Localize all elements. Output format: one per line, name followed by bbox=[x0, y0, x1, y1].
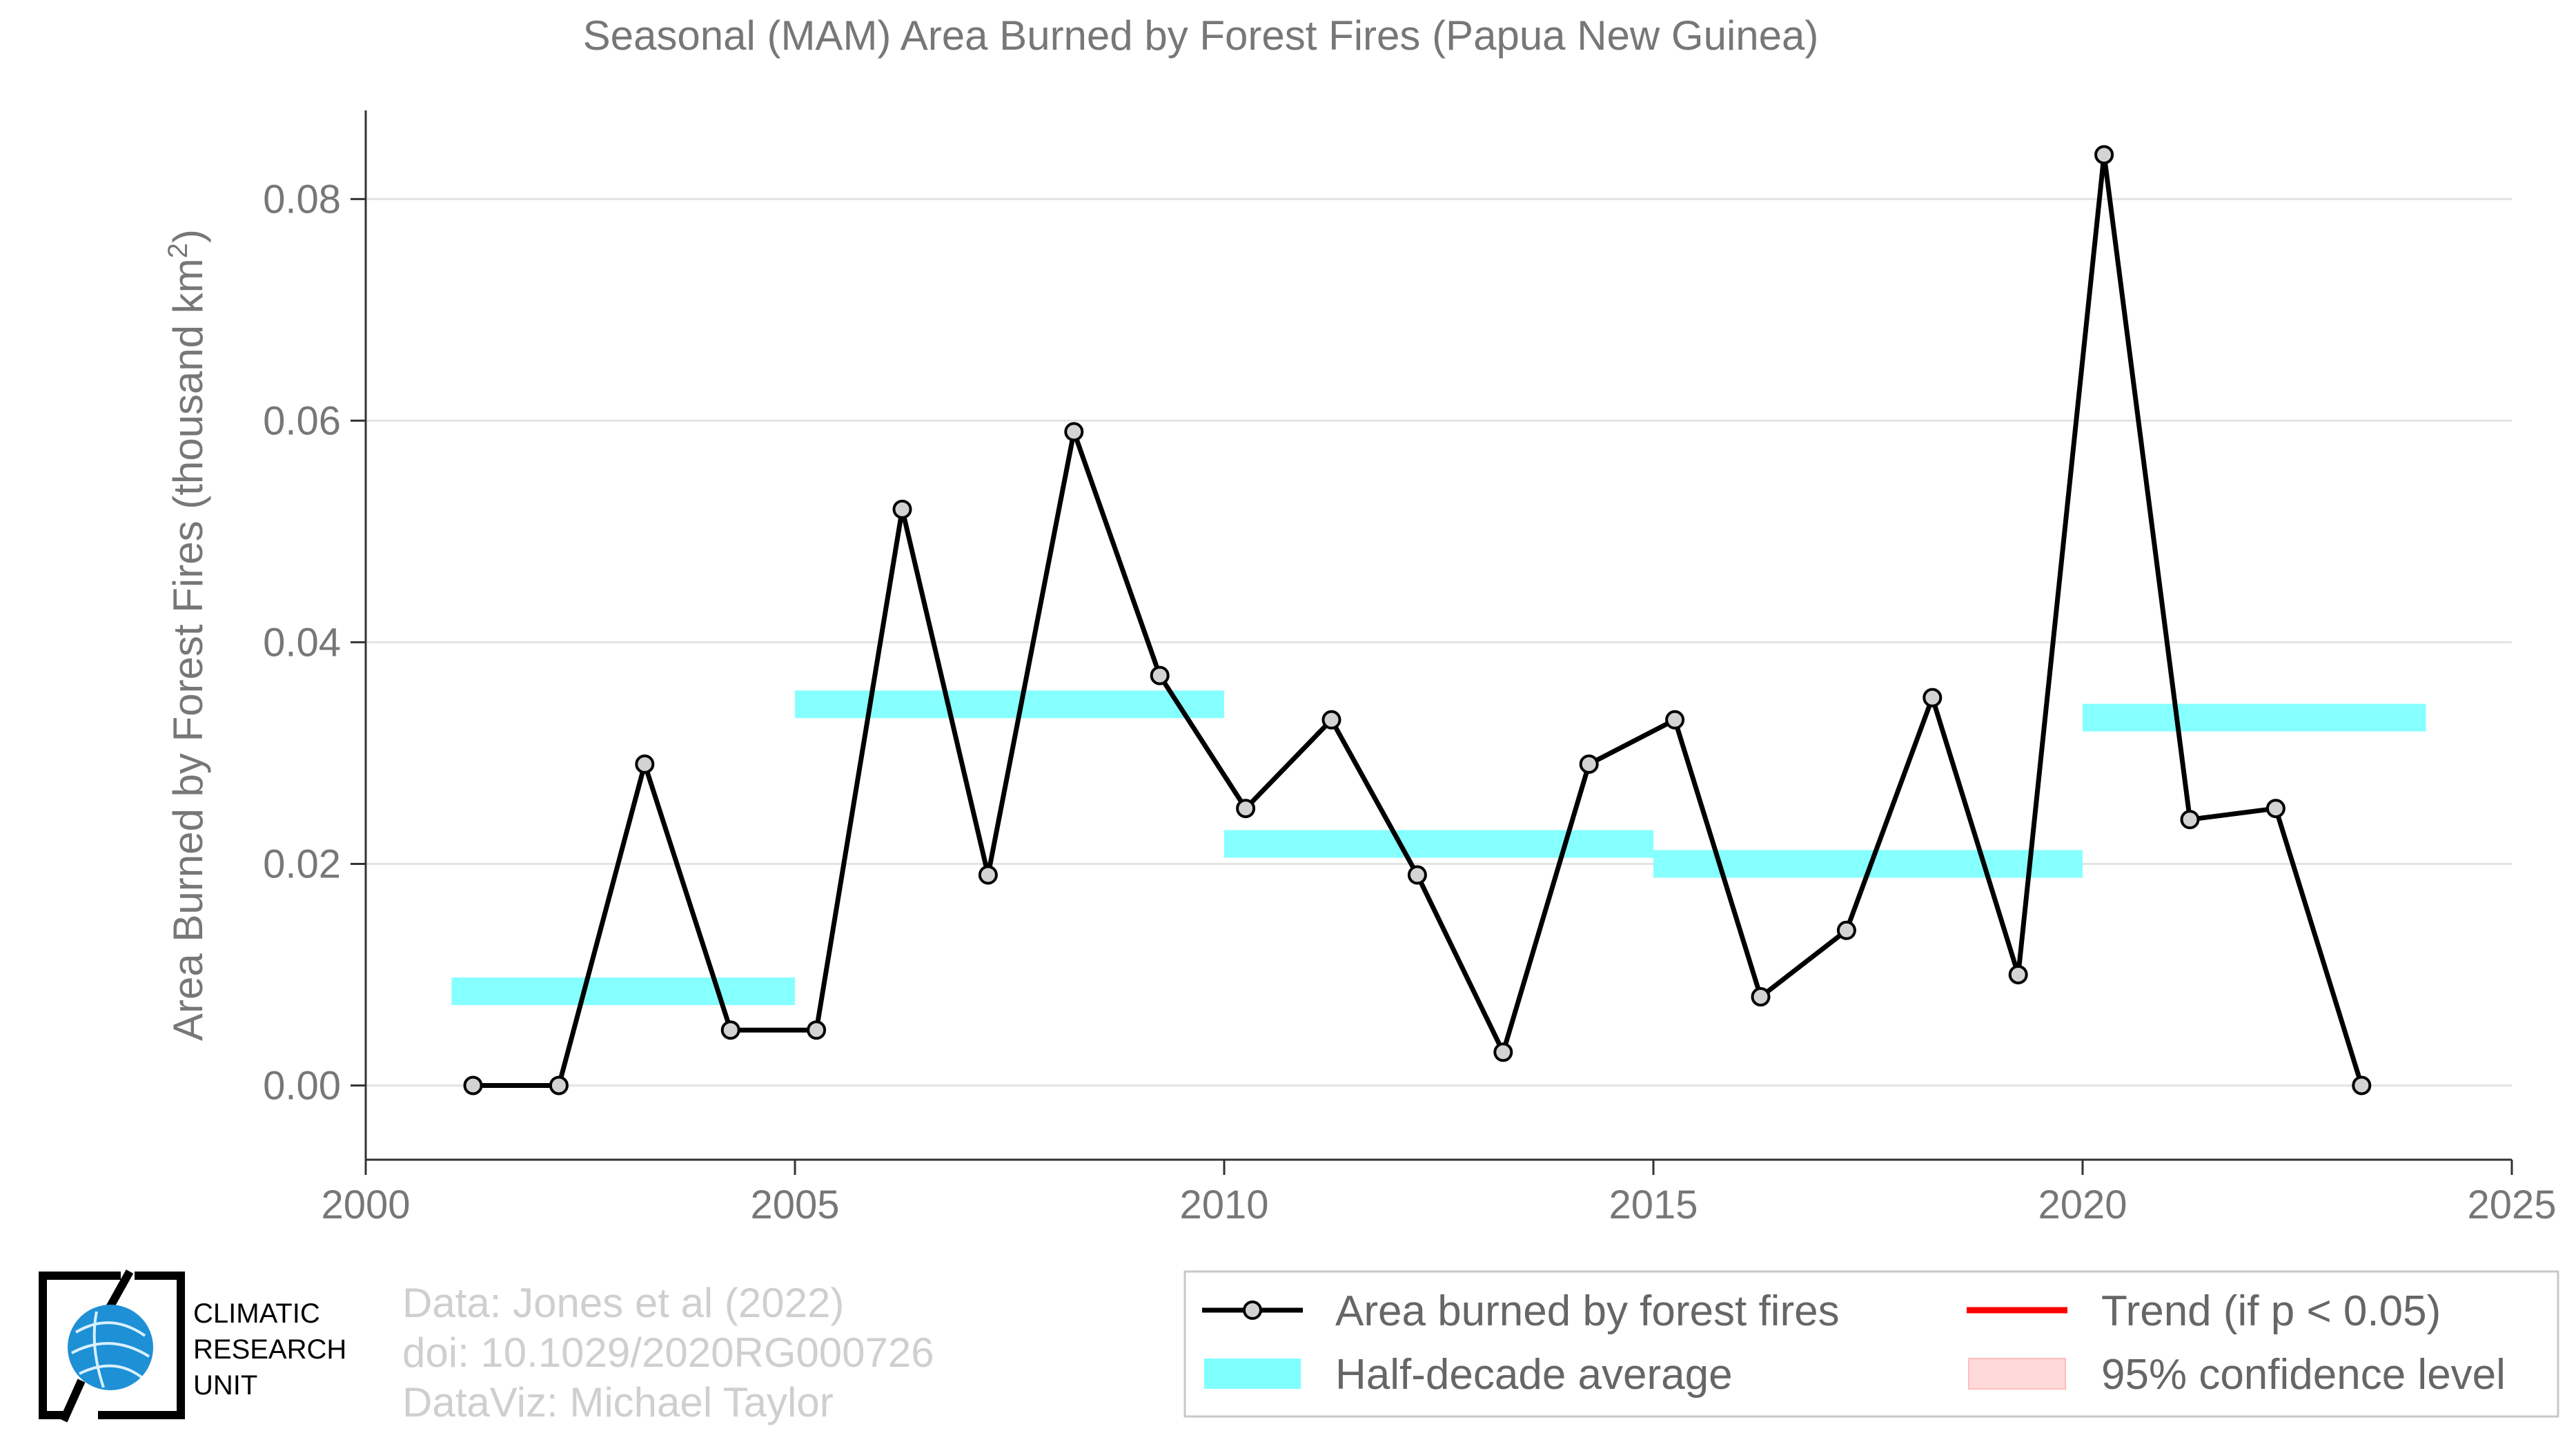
chart-title: Seasonal (MAM) Area Burned by Forest Fir… bbox=[583, 12, 1819, 59]
data-point bbox=[1493, 1042, 1513, 1062]
x-tick-label: 2020 bbox=[2038, 1182, 2127, 1227]
logo-text-climatic: CLIMATIC bbox=[193, 1298, 320, 1329]
half-decade-average-bar bbox=[451, 977, 795, 1006]
y-tick-label: 0.06 bbox=[263, 398, 341, 443]
data-point bbox=[2352, 1075, 2372, 1095]
cru-logo: CLIMATIC RESEARCH UNIT bbox=[39, 1269, 346, 1423]
series-area-burned bbox=[463, 145, 2372, 1095]
data-point bbox=[1321, 710, 1341, 730]
legend-half-decade-swatch bbox=[1204, 1359, 1301, 1389]
axes: 0.00 0.02 0.04 0.06 0.08 2000 2005 2010 2015 2020… bbox=[263, 110, 2557, 1227]
data-point bbox=[892, 499, 912, 519]
data-point bbox=[1751, 987, 1771, 1007]
data-point bbox=[2008, 964, 2028, 984]
credit-data-source: Data: Jones et al (2022) bbox=[402, 1280, 844, 1326]
globe-lines bbox=[71, 1311, 150, 1388]
data-point bbox=[720, 1020, 740, 1040]
data-point bbox=[807, 1020, 827, 1040]
series-line bbox=[473, 152, 2364, 1088]
half-decade-average-bar bbox=[1224, 830, 1653, 858]
x-tick-label: 2025 bbox=[2467, 1182, 2556, 1227]
data-point bbox=[1579, 754, 1599, 774]
data-point bbox=[1836, 920, 1856, 940]
y-tick-label: 0.08 bbox=[263, 177, 341, 222]
y-axis-label-main: Area Burned by Forest Fires (thousand km bbox=[165, 258, 211, 1041]
half-decade-average-bars bbox=[451, 690, 2426, 1006]
data-point bbox=[1923, 688, 1943, 708]
half-decade-average-bar bbox=[795, 690, 1224, 719]
y-tick-label: 0.00 bbox=[263, 1063, 341, 1108]
y-tick-label: 0.04 bbox=[263, 620, 341, 665]
y-axis-label: Area Burned by Forest Fires (thousand km… bbox=[163, 229, 211, 1041]
legend-marker-swatch bbox=[1243, 1301, 1262, 1320]
data-point bbox=[1407, 865, 1427, 885]
data-point bbox=[635, 754, 655, 774]
logo-bracket-right bbox=[98, 1272, 185, 1419]
half-decade-average-bar bbox=[2083, 703, 2426, 732]
logo-text-unit: UNIT bbox=[193, 1370, 257, 1401]
legend-label-area-burned: Area burned by forest fires bbox=[1335, 1287, 1840, 1335]
credit-doi: doi: 10.1029/2020RG000726 bbox=[402, 1330, 934, 1376]
y-axis-label-close: ) bbox=[165, 229, 211, 243]
credits: Data: Jones et al (2022) doi: 10.1029/20… bbox=[402, 1280, 934, 1425]
x-tick-label: 2010 bbox=[1179, 1182, 1268, 1227]
legend-label-trend: Trend (if p < 0.05) bbox=[2101, 1287, 2441, 1335]
data-point bbox=[1150, 665, 1170, 685]
logo-text-research: RESEARCH bbox=[193, 1334, 346, 1365]
y-axis-label-superscript: 2 bbox=[163, 243, 193, 258]
x-tick-label: 2005 bbox=[750, 1182, 839, 1227]
credit-dataviz: DataViz: Michael Taylor bbox=[402, 1379, 834, 1425]
data-point bbox=[1665, 710, 1685, 730]
legend-box bbox=[1183, 1270, 2559, 1418]
logo-slash-bottom bbox=[59, 1379, 86, 1423]
data-point bbox=[1236, 799, 1256, 819]
data-point bbox=[2094, 145, 2114, 165]
y-tick-label: 0.02 bbox=[263, 841, 341, 886]
x-tick-label: 2015 bbox=[1609, 1182, 1698, 1227]
data-point bbox=[549, 1075, 569, 1095]
data-point bbox=[978, 865, 998, 885]
legend-confidence-swatch bbox=[1968, 1358, 2066, 1390]
x-tick-label: 2000 bbox=[321, 1182, 410, 1227]
grid-lines bbox=[366, 197, 2512, 1087]
legend: Area burned by forest fires Half-decade … bbox=[1183, 1270, 2559, 1418]
logo-bracket-left bbox=[39, 1272, 121, 1419]
data-point bbox=[1064, 422, 1084, 442]
legend-label-confidence: 95% confidence level bbox=[2101, 1351, 2506, 1399]
data-point bbox=[2180, 810, 2200, 830]
legend-label-half-decade: Half-decade average bbox=[1335, 1351, 1733, 1399]
data-point bbox=[2265, 799, 2285, 819]
data-point bbox=[463, 1075, 483, 1095]
